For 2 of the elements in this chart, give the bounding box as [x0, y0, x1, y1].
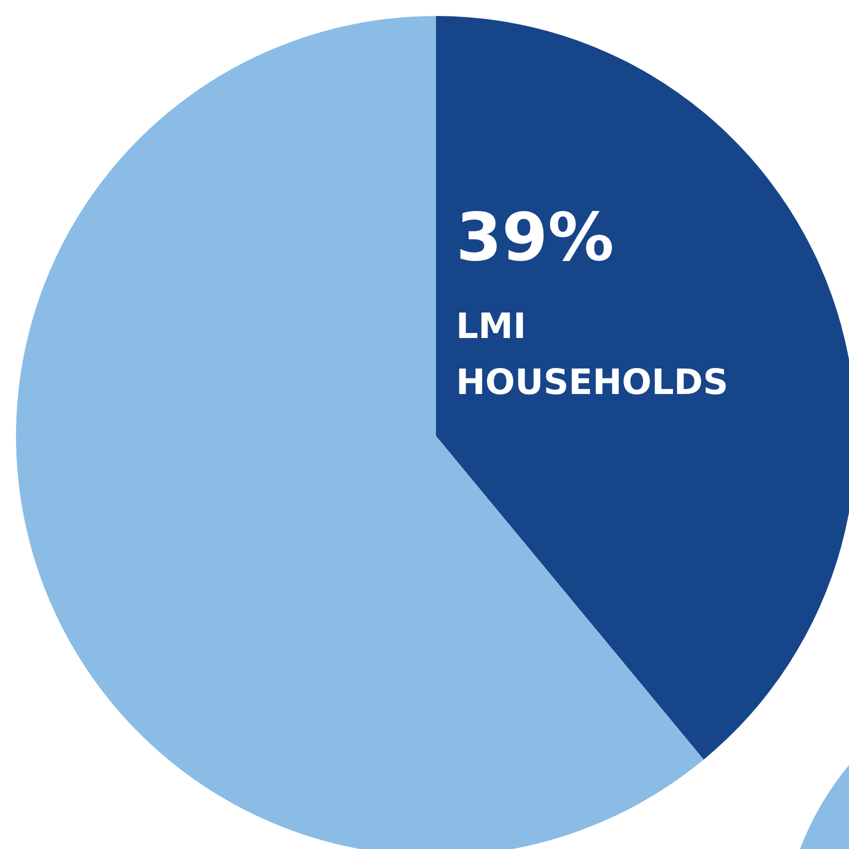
slice-label: LMI HOUSEHOLDS	[456, 307, 728, 403]
data-label: 39%	[456, 199, 614, 276]
